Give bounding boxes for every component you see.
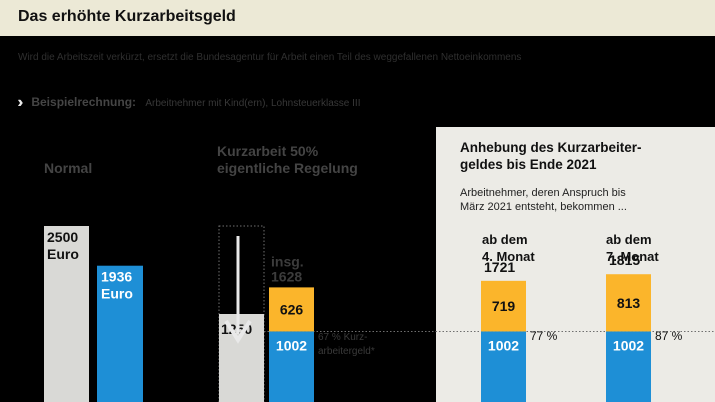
bar-ab-7-monat-total: 1815 (609, 252, 640, 268)
column-label-kurzarbeit-line1: Kurzarbeit 50% (217, 143, 319, 159)
bar-kurzarbeit-50-segment-2-value: 626 (280, 301, 304, 317)
month4-label-line1: ab dem (482, 232, 528, 247)
bar-brutto-normal-value: 2500 (47, 229, 78, 245)
bar-kurzarbeit-50-segment-1-value: 1002 (276, 337, 307, 353)
bar-ab-7-monat-rate: 87 % (655, 329, 683, 343)
down-arrow-head-icon (224, 319, 252, 344)
month7-label-line1: ab dem (606, 232, 652, 247)
bar-brutto-kurzarbeit (219, 314, 264, 402)
month7-label: ab dem 7. Monat (606, 231, 659, 265)
bar-kurzarbeit-50-segment-1 (269, 331, 314, 402)
bar-netto-normal-unit: Euro (101, 286, 133, 302)
panel-title: Anhebung des Kurzarbeiter- geldes bis En… (460, 139, 690, 173)
subtitle: Wird die Arbeitszeit verkürzt, ersetzt d… (18, 52, 522, 63)
bar-brutto-normal (44, 226, 89, 402)
page-title: Das erhöhte Kurzarbeitsgeld (18, 8, 236, 25)
column-label-kurzarbeit-line2: eigentliche Regelung (217, 160, 358, 176)
bar-ab-7-monat-segment-2 (606, 274, 651, 332)
example-line: ›› Beispielrechnung: Arbeitnehmer mit Ki… (18, 93, 360, 111)
column-label-kurzarbeit: Kurzarbeit 50% eigentliche Regelung (217, 143, 358, 177)
bar-netto-normal (97, 265, 143, 402)
header-bar: Das erhöhte Kurzarbeitsgeld (0, 0, 715, 36)
bar-brutto-normal-unit: Euro (47, 246, 79, 262)
bar-kurzarbeit-50-rate-line2: arbeitergeld* (318, 346, 375, 357)
bar-kurzarbeit-50-rate-line1: 67 % Kurz- (318, 332, 367, 343)
bar-ab-7-monat-segment-1 (606, 331, 651, 402)
panel-note-line1: Arbeitnehmer, deren Anspruch bis (460, 187, 626, 199)
panel-note-line2: März 2021 entsteht, bekommen ... (460, 201, 627, 213)
bar-ab-7-monat-segment-1-value: 1002 (613, 337, 644, 353)
example-heading: Beispielrechnung: (31, 95, 137, 109)
bar-ab-4-monat-segment-1 (481, 331, 526, 402)
month4-label: ab dem 4. Monat (482, 231, 535, 265)
month7-label-line2: 7. Monat (606, 249, 659, 264)
example-description: Arbeitnehmer mit Kind(ern), Lohnsteuerkl… (145, 98, 361, 109)
bar-kurzarbeit-50-total-prefix: insg. (271, 253, 304, 269)
panel-title-line1: Anhebung des Kurzarbeiter- (460, 140, 642, 155)
bar-ab-7-monat-segment-2-value: 813 (617, 295, 641, 311)
bar-ab-4-monat-segment-1-value: 1002 (488, 337, 519, 353)
month4-label-line2: 4. Monat (482, 249, 535, 264)
bar-kurzarbeit-50-total: 1628 (271, 268, 302, 284)
bar-ab-4-monat-rate: 77 % (530, 329, 558, 343)
panel-note: Arbeitnehmer, deren Anspruch bis März 20… (460, 186, 680, 214)
bar-ab-4-monat-segment-2-value: 719 (492, 298, 516, 314)
bar-ab-4-monat-total: 1721 (484, 259, 515, 275)
bar-netto-normal-value: 1936 (101, 269, 132, 285)
bar-ab-4-monat-segment-2 (481, 280, 526, 332)
panel-title-line2: geldes bis Ende 2021 (460, 157, 597, 172)
column-label-normal: Normal (44, 160, 93, 176)
bar-kurzarbeit-50-segment-2 (269, 287, 314, 332)
